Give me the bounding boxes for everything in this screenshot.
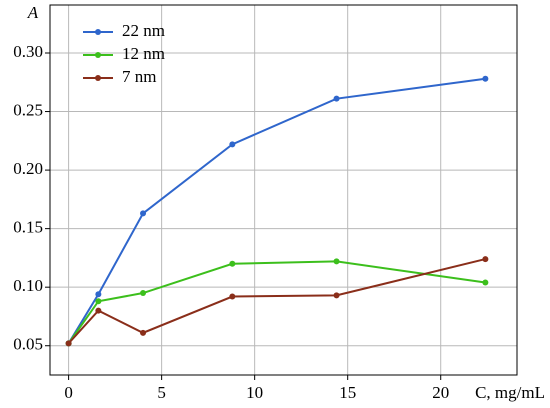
y-tick-label: 0.05 — [13, 335, 43, 354]
data-point — [95, 307, 102, 314]
data-point — [333, 292, 340, 299]
y-tick-label: 0.25 — [13, 100, 43, 119]
data-point — [229, 141, 236, 148]
y-tick-label: 0.20 — [13, 159, 43, 178]
data-point — [140, 329, 147, 336]
data-point — [482, 75, 489, 82]
x-tick-label: 0 — [64, 383, 73, 402]
x-tick-label: 10 — [246, 383, 263, 402]
data-point — [95, 298, 102, 305]
legend-label: 12 nm — [122, 44, 165, 63]
data-point — [482, 256, 489, 263]
data-point — [229, 293, 236, 300]
data-point — [482, 279, 489, 286]
series-line — [67, 77, 486, 344]
data-point — [140, 210, 147, 217]
plot-frame — [49, 4, 518, 376]
data-point — [65, 340, 72, 347]
legend-label: 7 nm — [122, 67, 156, 86]
legend-marker — [95, 75, 101, 81]
x-tick-label: 20 — [432, 383, 449, 402]
data-point — [140, 290, 147, 297]
data-point — [333, 258, 340, 265]
series-line — [67, 260, 486, 344]
y-tick-label: 0.15 — [13, 218, 43, 237]
legend-label: 22 nm — [122, 21, 165, 40]
series-line — [67, 258, 486, 345]
x-tick-label: 15 — [339, 383, 356, 402]
x-axis-label: C, mg/mL — [475, 383, 545, 402]
legend-marker — [95, 52, 101, 58]
y-tick-label: 0.30 — [13, 42, 43, 61]
data-point — [95, 291, 102, 298]
data-point — [333, 95, 340, 102]
x-tick-label: 5 — [157, 383, 166, 402]
y-axis-label: A — [27, 3, 39, 22]
data-point — [229, 260, 236, 267]
y-tick-label: 0.10 — [13, 276, 43, 295]
legend-marker — [95, 29, 101, 35]
